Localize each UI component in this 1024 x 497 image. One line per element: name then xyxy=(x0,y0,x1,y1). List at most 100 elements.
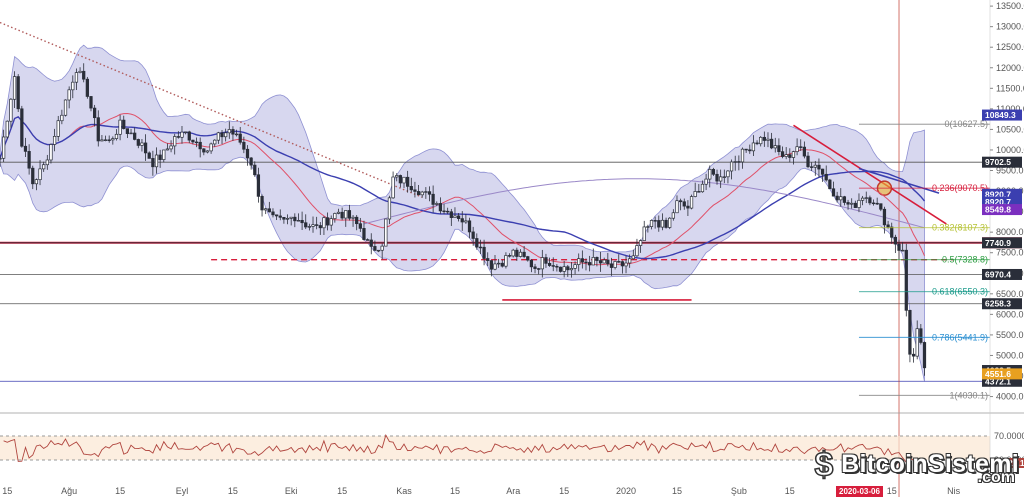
candle-body xyxy=(697,191,701,193)
candle-body xyxy=(238,133,242,143)
candle-body xyxy=(413,189,417,192)
candle-body xyxy=(602,259,606,264)
fib-label-0.382: 0.382(8107.3) xyxy=(932,223,988,233)
horizontal-levels xyxy=(0,161,990,382)
candle-body xyxy=(704,178,708,185)
candle-body xyxy=(118,119,122,135)
candle-body xyxy=(333,213,337,219)
candle-body xyxy=(336,211,341,214)
candle-body xyxy=(322,217,326,229)
x-tick-label: Nis xyxy=(947,486,960,496)
candle-body xyxy=(890,226,894,238)
candle-body xyxy=(23,145,28,152)
candle-body xyxy=(500,262,504,267)
level-badge: 7740.9 xyxy=(985,238,1011,248)
candle-body xyxy=(438,203,443,212)
candle-body xyxy=(315,224,319,226)
candle-body xyxy=(544,257,548,264)
price-badge-bg xyxy=(982,196,1022,208)
candle-body xyxy=(919,328,923,343)
candle-body xyxy=(435,203,439,205)
candle-body xyxy=(395,175,399,178)
candle-body xyxy=(344,210,348,219)
candle-body xyxy=(759,136,763,145)
candle-body xyxy=(810,166,814,168)
candle-body xyxy=(384,218,388,247)
candle-body xyxy=(9,98,13,122)
x-tick-label: 15 xyxy=(559,486,569,496)
candle-body xyxy=(289,216,293,219)
candle-body xyxy=(901,249,905,252)
x-tick-label: Eyl xyxy=(176,486,189,496)
y-tick-label: 5500.0 xyxy=(996,330,1024,340)
candle-body xyxy=(555,265,559,268)
candle-body xyxy=(653,220,657,222)
candle-body xyxy=(693,191,697,197)
candle-body xyxy=(456,215,461,219)
candle-body xyxy=(769,138,774,149)
candle-body xyxy=(67,89,71,101)
y-tick-label: 10500.0 xyxy=(996,124,1024,134)
candle-body xyxy=(63,99,68,116)
x-tick-label: Eki xyxy=(285,486,298,496)
candle-body xyxy=(642,226,646,241)
y-tick-label: 10000.0 xyxy=(996,145,1024,155)
x-tick-label: 15 xyxy=(228,486,238,496)
candle-body xyxy=(562,266,566,272)
candle-body xyxy=(406,176,410,187)
y-tick-label: 5000.0 xyxy=(996,350,1024,360)
candle-body xyxy=(464,220,468,223)
candle-body xyxy=(133,132,137,140)
candle-body xyxy=(879,203,883,210)
rsi-last-badge-bg xyxy=(1006,458,1024,468)
svg-text:$: $ xyxy=(815,446,834,484)
candle-body xyxy=(857,199,861,208)
candle-body xyxy=(537,268,541,270)
y-tick-label: 12500.0 xyxy=(996,42,1024,52)
candle-body xyxy=(307,226,311,228)
candle-body xyxy=(824,173,828,181)
level-badge-bg xyxy=(982,237,1022,249)
candle-body xyxy=(202,148,206,153)
candle-body xyxy=(12,76,17,100)
x-tick-label: 15 xyxy=(337,486,347,496)
candle-body xyxy=(624,262,628,267)
price-badge-bg xyxy=(982,188,1022,200)
price-badge: 8549.8 xyxy=(985,205,1011,215)
candle-body xyxy=(285,217,290,220)
price-badge: 4551.6 xyxy=(985,369,1011,379)
candle-body xyxy=(799,146,803,148)
candle-body xyxy=(635,245,639,257)
candle-body xyxy=(376,249,381,252)
candle-body xyxy=(311,224,315,227)
candle-body xyxy=(533,266,537,269)
y-tick-label: 4000.0 xyxy=(996,392,1024,402)
candle-body xyxy=(733,161,737,163)
candle-body xyxy=(595,257,599,261)
candle-body xyxy=(427,191,432,195)
candle-body xyxy=(398,175,402,184)
candle-body xyxy=(282,216,286,220)
candle-body xyxy=(0,157,2,160)
candle-body xyxy=(409,186,413,191)
y-tick-label: 6000.0 xyxy=(996,309,1024,319)
candle-body xyxy=(380,245,384,251)
candle-body xyxy=(122,119,126,129)
candle-body xyxy=(591,257,595,266)
candle-body xyxy=(682,201,686,207)
level-badge-bg xyxy=(982,298,1022,310)
candle-body xyxy=(795,146,799,152)
candle-body xyxy=(49,144,53,161)
candle-body xyxy=(355,216,359,225)
candle-body xyxy=(737,161,741,163)
x-tick-label: 2020 xyxy=(616,486,636,496)
candle-body xyxy=(580,258,584,263)
candle-body xyxy=(340,211,344,219)
candle-body xyxy=(467,220,472,233)
price-badge-bg xyxy=(982,109,1022,121)
candle-body xyxy=(504,255,508,267)
candle-body xyxy=(52,136,57,145)
candle-body xyxy=(806,155,810,168)
candle-body xyxy=(722,176,726,178)
